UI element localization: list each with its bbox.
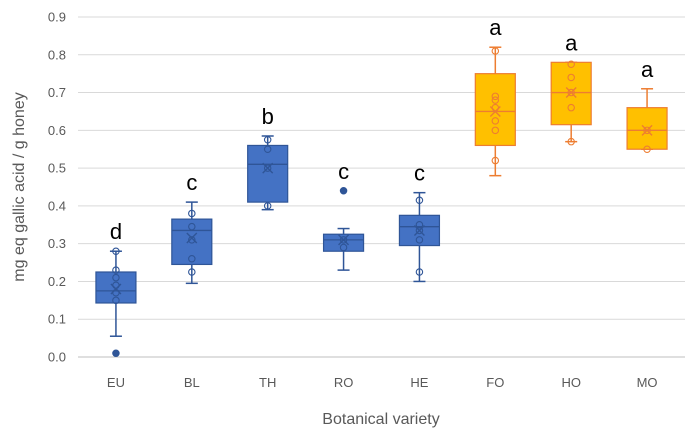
data-point [112,266,120,274]
mean-marker [338,234,350,246]
data-point [339,236,348,244]
y-tick-label: 0.6 [48,123,66,138]
data-point [263,164,272,172]
data-point [188,268,196,276]
y-tick-label: 0.9 [48,10,66,25]
data-point [491,96,500,104]
y-tick-label: 0.7 [48,85,66,100]
y-tick-label: 0.1 [48,312,66,327]
x-tick-label: TH [259,375,276,390]
data-point [188,236,196,244]
box-series [95,46,668,357]
data-point [112,296,120,305]
data-point [643,145,651,153]
data-point [491,156,500,165]
box-he [398,191,441,283]
significance-letter: a [641,57,654,82]
significance-letter: c [186,170,197,195]
significance-letter: a [565,30,578,55]
data-point [112,247,120,255]
significance-letter: b [262,104,274,129]
box-iqr [474,73,516,147]
data-point [263,145,272,153]
data-point [188,209,196,218]
box-fo [474,46,516,177]
box-iqr [247,144,289,203]
data-point [567,60,575,68]
data-point [567,73,575,82]
mean-marker [565,87,577,99]
data-point [188,222,196,231]
data-point [491,126,500,135]
data-point [567,103,575,112]
box-mo [626,88,668,153]
mean-marker [413,224,425,236]
data-point [415,196,424,204]
y-tick-label: 0.5 [48,161,66,176]
significance-letter: d [110,219,122,244]
data-point [415,268,424,276]
mean-marker [186,232,198,244]
box-th [247,135,289,211]
box-bl [171,201,213,285]
y-tick-label: 0.3 [48,236,66,251]
mean-marker [489,105,501,117]
x-tick-label: MO [637,375,658,390]
data-point [112,273,120,282]
gridlines [78,16,685,358]
outlier-point [339,187,348,195]
y-tick-label: 0.4 [48,198,66,213]
significance-letter: c [338,159,349,184]
box-eu [95,247,137,357]
data-point [188,255,196,263]
x-tick-label: RO [334,375,354,390]
data-point [339,243,348,252]
data-point [567,137,575,146]
y-tick-label: 0.8 [48,47,66,62]
x-tick-label: EU [107,375,125,390]
data-point [415,236,424,244]
significance-letter: c [414,161,425,186]
data-point [263,136,272,144]
y-axis-tick-labels: 0.0 0.1 0.2 0.3 0.4 0.5 0.6 0.7 0.8 0.9 [48,10,66,365]
x-tick-label: HO [561,375,581,390]
y-tick-label: 0.2 [48,274,66,289]
data-point [491,92,500,101]
box-iqr [171,218,213,266]
x-axis-title: Botanical variety [322,411,439,428]
data-point [491,47,500,55]
y-axis-title: mg eq gallic acid / g honey [11,92,28,281]
y-tick-label: 0.0 [48,350,66,365]
significance-letter: a [489,15,502,40]
outlier-point [112,349,120,357]
x-tick-label: BL [184,375,200,390]
box-iqr [626,107,668,150]
data-point [415,226,424,235]
box-iqr [95,271,137,304]
box-ro [322,187,365,271]
box-ho [550,60,592,146]
data-point [263,202,272,210]
mean-marker [641,124,653,136]
data-point [567,88,575,97]
x-tick-label: HE [410,375,428,390]
x-axis-tick-labels: EU BL TH RO HE FO HO MO [107,375,658,390]
mean-marker [110,283,122,295]
mean-marker [262,162,274,174]
data-point [415,221,424,229]
data-point [491,117,500,125]
data-point [643,126,651,135]
x-tick-label: FO [486,375,504,390]
significance-letters: d c b c c a a a [110,15,654,244]
